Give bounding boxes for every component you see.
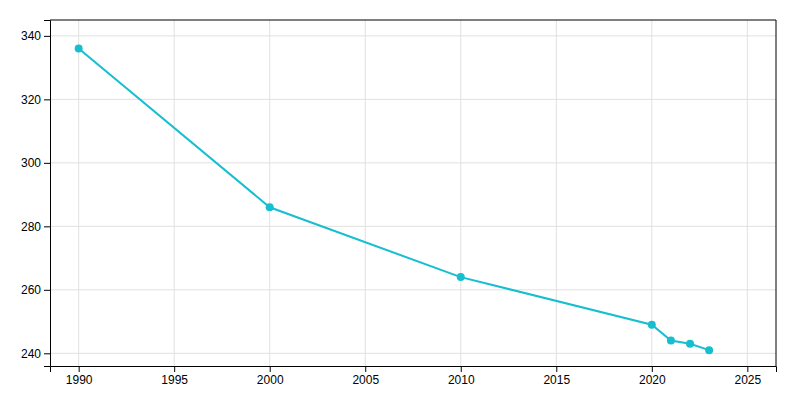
tick: 1990 [66,366,93,387]
tick-mark [365,366,366,372]
tick-mark [44,163,50,164]
grid-line-x [556,20,557,366]
grid-line-x [269,20,270,366]
axis-domain [44,21,51,367]
marks [75,45,713,355]
tick: 2020 [639,366,666,387]
grid-line-x [174,20,175,366]
tick-label: 2000 [257,373,284,387]
point [667,337,675,345]
y-axis: 240 260 280 300 320 340 [21,21,51,367]
grid-line-y [50,162,776,163]
tick: 2000 [257,366,284,387]
tick-label: 2015 [543,373,570,387]
tick-label: 320 [21,93,41,107]
tick-mark [44,99,50,100]
tick-label: 1995 [161,373,188,387]
grid-line-y [50,353,776,354]
point [457,273,465,281]
tick: 340 [21,29,50,43]
tick-label: 1990 [66,373,93,387]
grid [50,20,776,366]
tick-mark [270,366,271,372]
tick-mark [461,366,462,372]
tick-label: 340 [21,29,41,43]
grid-line-y [50,289,776,290]
tick-label: 300 [21,156,41,170]
tick-mark [747,366,748,372]
plot-area: 1990 1995 2000 2005 2010 2015 2020 2025 240 260 28… [21,20,777,387]
tick-mark [174,366,175,372]
tick: 280 [21,220,50,234]
grid-line-x [747,20,748,366]
point [75,45,83,53]
tick-mark [79,366,80,372]
tick: 260 [21,283,50,297]
tick: 2005 [352,366,379,387]
tick-label: 2005 [352,373,379,387]
frame-right [776,20,777,366]
point [266,203,274,211]
tick: 1995 [161,366,188,387]
tick: 2025 [734,366,761,387]
tick-label: 2020 [639,373,666,387]
grid-line-y [50,35,776,36]
tick-label: 280 [21,220,41,234]
tick-label: 260 [21,283,41,297]
point [705,346,713,354]
grid-line-y [50,226,776,227]
grid-line-x [365,20,366,366]
point [648,321,656,329]
tick-mark [44,290,50,291]
tick: 240 [21,347,50,361]
frame-top [50,20,776,21]
tick-label: 2025 [734,373,761,387]
chart-svg: 1990 1995 2000 2005 2010 2015 2020 2025 240 260 28… [0,0,800,400]
tick: 2015 [543,366,570,387]
tick-mark [44,226,50,227]
tick-mark [652,366,653,372]
tick: 300 [21,156,50,170]
tick-mark [556,366,557,372]
line [79,49,709,351]
x-axis: 1990 1995 2000 2005 2010 2015 2020 2025 [51,366,777,387]
tick-mark [44,36,50,37]
tick: 320 [21,93,50,107]
grid-line-y [50,99,776,100]
tick-mark [44,353,50,354]
axis-domain [51,367,777,373]
tick-label: 240 [21,347,41,361]
point [686,340,694,348]
grid-line-x [78,20,79,366]
tick-label: 2010 [448,373,475,387]
grid-line-x [460,20,461,366]
grid-line-x [651,20,652,366]
tick: 2010 [448,366,475,387]
